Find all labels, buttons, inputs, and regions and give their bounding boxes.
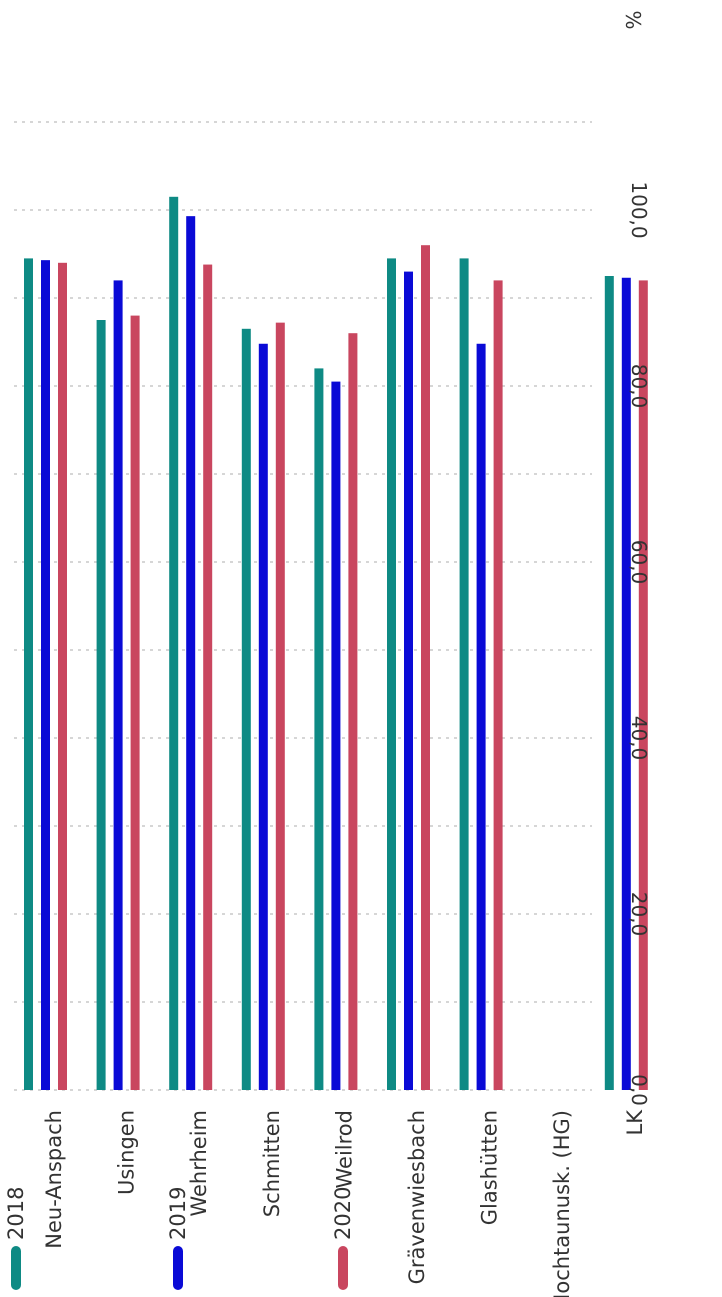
bar-2020-2 <box>203 264 213 1090</box>
bar-2019-4 <box>331 381 341 1091</box>
category-label: Usingen <box>115 1110 139 1195</box>
bar-2018-1 <box>96 320 106 1090</box>
legend: 2018 2019 2020 <box>4 1187 355 1290</box>
bar-2020-5 <box>421 245 430 1090</box>
bar-2018-4 <box>314 368 324 1090</box>
unit-label: % <box>621 10 645 29</box>
legend-label-2018: 2018 <box>4 1187 28 1240</box>
x-tick-label: 0,0 <box>627 1074 651 1106</box>
bar-2018-0 <box>24 258 33 1090</box>
category-label: Grävenwiesbach <box>405 1110 429 1284</box>
category-label: Glashütten <box>478 1110 502 1225</box>
legend-label-2019: 2019 <box>166 1187 190 1240</box>
bar-2020-4 <box>348 333 358 1090</box>
bar-2020-8 <box>638 280 648 1090</box>
bar-2019-5 <box>404 271 413 1091</box>
bar-2020-6 <box>493 280 503 1090</box>
category-label: Wehrheim <box>187 1110 211 1217</box>
legend-swatch-2018 <box>11 1246 21 1290</box>
category-label: Hochtaunusk. (HG) <box>550 1110 574 1297</box>
unit-label-group: % <box>621 10 645 29</box>
legend-swatch-2019 <box>173 1246 183 1290</box>
legend-label-2020: 2020 <box>331 1187 355 1240</box>
bar-2018-3 <box>241 328 251 1090</box>
category-label: Neu-Anspach <box>42 1110 66 1249</box>
bar-2020-1 <box>130 315 140 1091</box>
bar-2019-3 <box>258 343 268 1090</box>
x-tick-label: 40,0 <box>627 716 651 761</box>
bar-2019-0 <box>41 260 50 1090</box>
x-tick-label: 60,0 <box>627 540 651 585</box>
bar-2018-8 <box>604 276 614 1090</box>
x-tick-label: 20,0 <box>627 892 651 937</box>
category-label: Schmitten <box>260 1110 284 1217</box>
category-label: LK <box>623 1109 647 1136</box>
bar-2019-2 <box>186 216 196 1090</box>
category-label: Weilrod <box>332 1110 356 1188</box>
bar-2019-6 <box>476 343 486 1090</box>
bar-2018-6 <box>459 258 469 1090</box>
x-tick-label: 80,0 <box>627 364 651 409</box>
bars <box>24 196 648 1091</box>
bar-2019-1 <box>113 280 123 1090</box>
category-labels: Neu-Anspach Usingen Wehrheim Schmitten Weilr… <box>42 1109 647 1297</box>
x-axis-tick-labels: 0,0 20,0 40,0 60,0 80,0 100,0 <box>627 181 651 1106</box>
bar-2018-2 <box>169 196 179 1091</box>
bar-2020-0 <box>58 262 67 1090</box>
bar-2019-8 <box>621 277 631 1090</box>
bar-2020-3 <box>275 322 285 1090</box>
bar-2018-5 <box>387 258 396 1090</box>
x-tick-label: 100,0 <box>627 181 651 238</box>
legend-swatch-2020 <box>338 1246 348 1290</box>
